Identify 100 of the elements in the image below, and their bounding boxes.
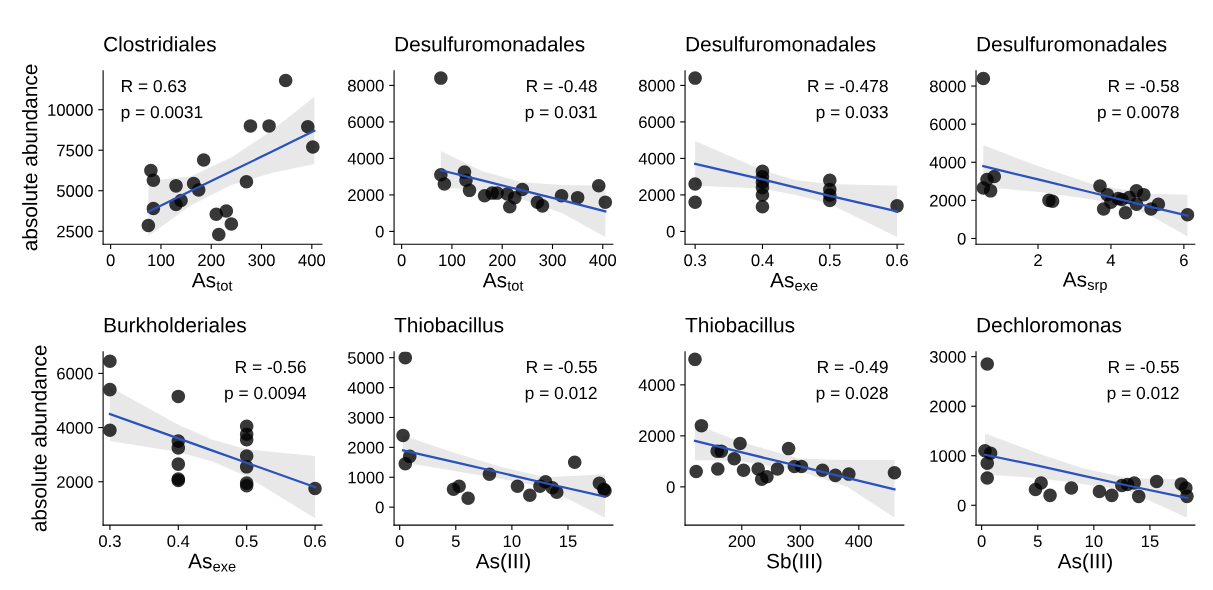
y-tick-label: 1000 [930,450,966,462]
x-tick-label: 0.5 [818,254,841,267]
y-tick-label: 0 [957,232,966,245]
x-axis-title: As(III) [475,553,530,573]
x-tick-label: 400 [298,254,326,267]
y-tick-label: 6000 [348,116,384,129]
x-tick-label: 0.3 [684,254,706,267]
x-tick-label: 400 [589,254,617,267]
y-tick-label: 4000 [929,156,966,169]
x-tick-label: 300 [248,254,275,267]
chart-title: Desulfuromonadales [686,36,876,52]
annotation: p = 0.0078 [1098,105,1179,122]
y-tick-label: 2500 [57,225,93,238]
x-axis-title: As(III) [1057,553,1112,573]
x-axis-title: Sb(III) [767,553,822,573]
x-tick-label: 15 [559,535,577,548]
y-tick-label: 3000 [347,411,384,424]
x-tick-label: 0.3 [99,535,121,548]
y-tick-label: 4000 [56,421,93,434]
x-tick-label: 2 [1034,254,1042,266]
x-tick-label: 200 [198,254,225,267]
x-tick-label: 4 [1106,254,1116,266]
annotation: R = -0.58 [1109,79,1179,93]
x-tick-label: 100 [439,254,466,267]
annotation: p = 0.012 [525,386,597,403]
x-tick-label: 0.4 [167,535,190,548]
y-tick-label: 10000 [48,104,93,116]
y-tick-label: 2000 [639,189,675,202]
y-tick-label: 8000 [929,80,966,93]
x-axis-title: As$_{exe}$ [770,272,818,291]
annotation: p = 0.0031 [121,105,203,122]
y-tick-label: 4000 [638,152,675,165]
y-tick-label: 0 [375,501,384,514]
x-tick-label: 300 [539,254,566,267]
y-tick-label: 5000 [56,185,93,197]
x-tick-label: 0 [395,535,404,548]
x-tick-label: 0.6 [304,535,326,548]
x-axis-title: As$_{tot}$ [191,272,233,291]
x-tick-label: 10 [1085,535,1103,548]
y-tick-label: 4000 [638,379,675,392]
x-tick-label: 400 [845,535,873,548]
x-tick-label: 5 [1033,535,1042,548]
x-tick-label: 15 [1141,535,1159,548]
annotation: R = -0.56 [236,360,306,374]
chart-title: Desulfuromonadales [977,36,1167,52]
y-tick-label: 0 [375,225,384,238]
y-tick-label: 1000 [348,471,384,484]
x-tick-label: 0 [106,254,115,267]
y-tick-label: 2000 [639,430,675,443]
y-tick-label: 7500 [57,144,93,157]
y-tick-label: 0 [957,499,966,512]
chart-title: Thiobacillus [394,317,504,333]
y-axis-title: absolute abundance [22,64,38,251]
x-tick-label: 6 [1180,254,1188,267]
y-tick-label: 6000 [930,118,966,131]
y-tick-label: 2000 [930,400,966,413]
chart-title: Desulfuromonadales [395,36,585,52]
annotation: R = -0.478 [808,79,888,93]
x-tick-label: 300 [787,535,814,548]
annotation: R = -0.48 [527,79,597,93]
annotation: p = 0.028 [816,386,888,403]
annotation: p = 0.0094 [225,386,307,403]
x-tick-label: 10 [503,535,521,548]
x-tick-label: 200 [728,535,756,548]
x-axis-title: As$_{tot}$ [482,272,524,291]
y-tick-label: 0 [666,225,675,238]
y-tick-label: 5000 [347,352,384,364]
y-tick-label: 2000 [930,194,966,207]
annotation: R = -0.55 [527,360,597,374]
annotation: p = 0.031 [525,105,597,122]
y-tick-label: 2000 [348,441,384,454]
y-tick-label: 2000 [348,189,384,202]
chart-title: Thiobacillus [685,317,795,333]
chart-title: Dechloromonas [977,317,1122,333]
x-axis-title: As$_{srp}$ [1062,272,1107,293]
chart-title: Clostridiales [104,36,216,52]
y-tick-label: 3000 [929,351,966,363]
x-tick-label: 200 [489,254,516,267]
annotation: R = -0.55 [1109,360,1179,374]
annotation: p = 0.033 [816,105,888,122]
x-tick-label: 100 [148,254,175,267]
x-tick-label: 0 [397,254,406,267]
y-tick-label: 6000 [639,116,675,129]
y-tick-label: 0 [666,481,675,494]
annotation: R = -0.49 [818,360,888,374]
y-axis-title: absolute abundance [31,345,47,532]
y-tick-label: 8000 [348,79,384,92]
x-tick-label: 0.6 [886,254,908,267]
x-tick-label: 0.5 [235,535,258,548]
y-tick-label: 8000 [638,79,675,92]
y-tick-label: 6000 [57,367,93,380]
y-tick-label: 4000 [347,381,384,394]
x-tick-label: 0 [977,535,986,548]
y-tick-label: 2000 [57,476,93,488]
annotation: p = 0.012 [1107,386,1179,403]
x-tick-label: 0.4 [751,254,774,267]
annotation: R = 0.63 [122,79,186,93]
x-axis-title: As$_{exe}$ [188,553,236,572]
x-tick-label: 5 [451,535,460,548]
chart-title: Burkholderiales [104,317,246,333]
